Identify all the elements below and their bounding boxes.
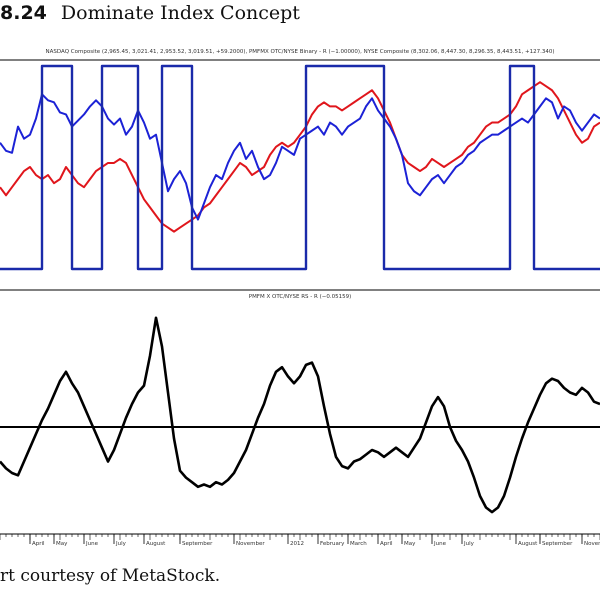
series-nyse-composite-line bbox=[0, 81, 600, 233]
series-nasdaq-composite-line bbox=[0, 93, 600, 221]
x-tick-label: August bbox=[146, 541, 166, 547]
x-tick-label: May bbox=[404, 541, 416, 547]
x-tick-label: August bbox=[518, 541, 538, 547]
lower-indicator-panel: PMFM X OTC/NYSE RS - R (−0.05159) bbox=[0, 294, 600, 514]
lower-legend: PMFM X OTC/NYSE RS - R (−0.05159) bbox=[249, 294, 352, 300]
x-tick-label: November bbox=[584, 541, 600, 547]
figure-credit: rt courtesy of MetaStock. bbox=[0, 566, 221, 586]
upper-price-panel: NASDAQ Composite (2,965.45, 3,021.41, 2,… bbox=[0, 49, 600, 291]
figure-number: 8.24 bbox=[0, 2, 47, 24]
upper-series-group bbox=[0, 64, 600, 271]
x-tick-label: September bbox=[542, 541, 573, 547]
lower-series-group bbox=[0, 316, 600, 514]
x-tick-label: March bbox=[350, 541, 367, 547]
figure-title: 8.24 Dominate Index Concept bbox=[0, 0, 300, 26]
x-tick-label: July bbox=[463, 541, 475, 547]
x-tick-label: 2012 bbox=[290, 541, 304, 547]
x-axis: April May June July August September November 2… bbox=[0, 533, 600, 547]
x-tick-label: April bbox=[32, 541, 45, 547]
x-tick-label: April bbox=[380, 541, 393, 547]
upper-legend: NASDAQ Composite (2,965.45, 3,021.41, 2,… bbox=[46, 49, 555, 55]
x-tick-label: July bbox=[115, 541, 127, 547]
figure-caption: Dominate Index Concept bbox=[60, 2, 300, 24]
series-pmfmx-otc-nyse-binary-line bbox=[0, 64, 600, 271]
x-tick-label: June bbox=[85, 541, 99, 547]
x-tick-label: February bbox=[320, 541, 345, 547]
x-tick-label: June bbox=[433, 541, 447, 547]
chart: NASDAQ Composite (2,965.45, 3,021.41, 2,… bbox=[0, 49, 600, 547]
x-tick-label: May bbox=[56, 541, 68, 547]
x-tick-label: November bbox=[236, 541, 265, 547]
x-tick-label: September bbox=[182, 541, 213, 547]
series-rs-indicator-line bbox=[0, 316, 600, 514]
